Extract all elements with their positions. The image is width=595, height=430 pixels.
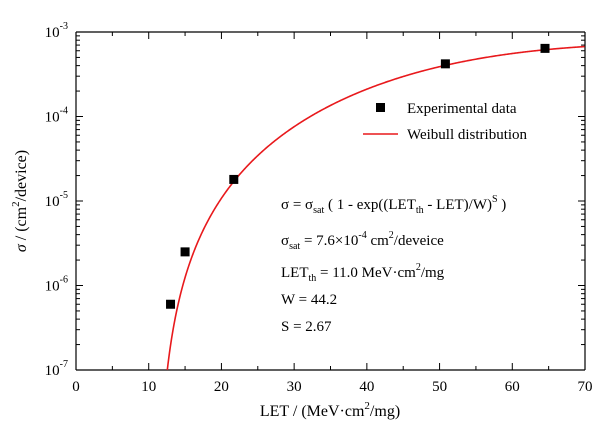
x-tick-label: 20: [214, 379, 229, 395]
legend-marker-square: [376, 103, 385, 112]
x-tick-label: 30: [287, 379, 302, 395]
fit-annotation: σ = σsat ( 1 - exp((LETth - LET)/W)S ) σ…: [281, 194, 506, 335]
ticks: [75, 31, 586, 371]
annotation-w: W = 44.2: [281, 292, 337, 308]
x-tick-label: 10: [141, 379, 156, 395]
legend-label-experimental: Experimental data: [407, 101, 517, 117]
data-point: [180, 247, 190, 257]
x-tick-label: 60: [505, 379, 520, 395]
legend: Experimental data Weibull distribution: [363, 101, 528, 143]
annotation-s: S = 2.67: [281, 319, 332, 335]
y-tick-label: 10-5: [45, 190, 68, 210]
annotation-let-th: LETth = 11.0 MeV·cm2/mg: [281, 262, 445, 284]
y-tick-label: 10-4: [45, 106, 68, 126]
x-axis-title: LET / (MeV·cm2/mg): [260, 400, 400, 420]
data-point: [166, 299, 176, 309]
x-tick-label: 50: [432, 379, 447, 395]
annotation-formula: σ = σsat ( 1 - exp((LETth - LET)/W)S ): [281, 194, 506, 216]
legend-label-weibull: Weibull distribution: [407, 127, 528, 143]
y-tick-label: 10-3: [45, 21, 68, 41]
data-point: [540, 43, 550, 53]
y-tick-labels: 10-7 10-6 10-5 10-4 10-3: [45, 21, 68, 379]
x-tick-label: 70: [578, 379, 593, 395]
data-point: [229, 174, 239, 184]
data-points: [166, 43, 550, 309]
y-axis-title: σ / (cm2/device): [10, 150, 30, 252]
x-tick-label: 40: [359, 379, 374, 395]
annotation-sigma-sat: σsat = 7.6×10-4 cm2/deveice: [281, 230, 444, 252]
x-tick-labels: 0 10 20 30 40 50 60 70: [72, 379, 592, 395]
x-tick-label: 0: [72, 379, 80, 395]
data-point: [440, 59, 450, 69]
y-tick-label: 10-6: [45, 275, 68, 295]
y-tick-label: 10-7: [45, 359, 68, 379]
